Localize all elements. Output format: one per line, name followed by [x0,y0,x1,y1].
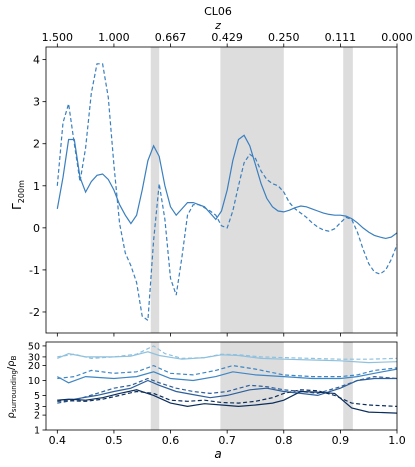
top-series-line-dashed [56,63,398,322]
top-series-line-solid [56,134,398,240]
bottom-x-tick-label: 0.8 [275,434,293,447]
top-y-tick-label: 0 [33,222,40,235]
bottom-y-axis-label-sub2: B [10,355,18,360]
top-axis-tick-label: 0.250 [268,31,300,44]
top-panel: -2 -1 0 1 2 3 41.500 1.000 0.667 0.429 0.250 0.111 0… [29,31,413,337]
bottom-y-tick-label: 1 [34,426,40,437]
top-y-tick-label: 3 [33,96,40,109]
bottom-y-tick-label: 5 [34,391,40,402]
bottom-frame [45,341,398,431]
bottom-x-axis-label: a [214,447,221,461]
top-y-tick-label: -1 [29,264,40,277]
top-y-axis-label-main: Γ [10,203,24,210]
bottom-shaded-band [343,342,353,430]
bottom-series-line-dashed [57,364,398,380]
bottom-y-tick-label: 2 [34,411,40,422]
top-y-tick-label: 2 [33,138,40,151]
top-axis-tick-label: 0.000 [381,31,413,44]
bottom-y-tick-label: 50 [28,341,40,352]
bottom-x-tick-label: 0.6 [162,434,180,447]
bottom-y-axis-label-main: ρ [6,412,17,418]
bottom-series-line-solid [57,377,397,401]
bottom-series-line-dashed [57,389,398,407]
bottom-series-line-dashed [57,345,398,360]
top-axis-tick-label: 1.000 [98,31,130,44]
top-y-tick-label: -2 [29,306,40,319]
bottom-y-tick-label: 20 [28,361,40,372]
top-shaded-band [220,47,284,333]
bottom-y-axis-label-sub1: surrounding [10,370,18,412]
bottom-y-tick-label: 3 [34,402,40,413]
top-frame [45,46,398,334]
top-shaded-band [343,47,353,333]
top-y-tick-label: 4 [33,54,40,67]
top-shaded-band [150,47,160,333]
bottom-series-line-solid [57,368,398,384]
top-axis-tick-label: 1.500 [42,31,74,44]
bottom-y-tick-label: 10 [28,376,40,387]
bottom-x-tick-label: 0.7 [218,434,236,447]
bottom-shaded-band [150,342,160,430]
top-y-tick-label: 1 [33,180,40,193]
top-axis-tick-label: 0.111 [325,31,357,44]
bottom-x-tick-label: 1.0 [388,434,406,447]
bottom-series-line-solid [57,389,398,414]
bottom-x-tick-label: 0.4 [49,434,67,447]
bottom-y-axis-label-mid: /ρ [6,360,17,370]
top-axis-tick-label: 0.667 [155,31,187,44]
bottom-x-tick-label: 0.5 [105,434,123,447]
top-y-axis-label-sub: 200m [17,180,26,203]
bottom-y-tick-label: 30 [28,352,40,363]
chart-title: CL06 [204,5,232,18]
bottom-series-line-dashed [57,375,398,404]
bottom-y-axis-label: ρsurrounding/ρB [6,355,18,418]
top-y-axis-label: Γ200m [10,180,26,210]
bottom-x-tick-label: 0.9 [332,434,350,447]
top-axis-tick-label: 0.429 [211,31,243,44]
top-axis-label: z [214,19,221,32]
